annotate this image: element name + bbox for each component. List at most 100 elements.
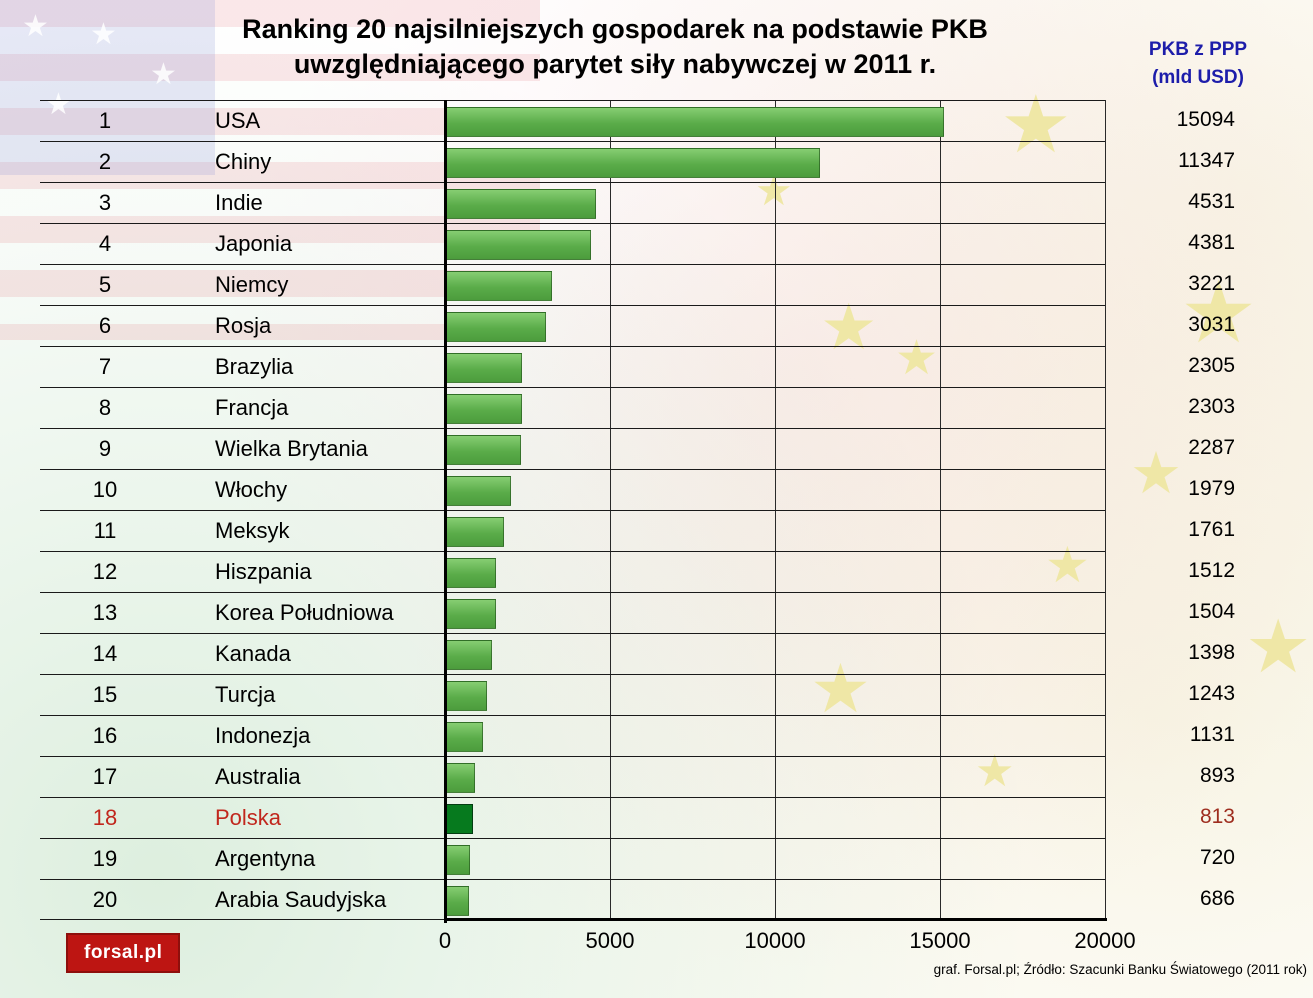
bar-cell [445, 838, 1105, 879]
bar-cell [445, 264, 1105, 305]
bar-cell [445, 182, 1105, 223]
x-tick-label: 15000 [909, 928, 971, 953]
rank-label: 3 [40, 182, 170, 223]
country-label: Hiszpania [170, 551, 445, 592]
value-label: 1512 [1188, 559, 1235, 582]
gdp-bar [445, 107, 945, 137]
table-row: 19 Argentyna 720 [40, 838, 1270, 879]
title-line-1: Ranking 20 najsilniejszych gospodarek na… [242, 14, 988, 44]
gdp-bar [445, 804, 473, 834]
value-label: 1504 [1188, 600, 1235, 623]
country-label: Polska [170, 797, 445, 838]
rank-label: 14 [40, 633, 170, 674]
table-row: 7 Brazylia 2305 [40, 346, 1270, 387]
value-label: 893 [1199, 764, 1235, 787]
x-tick-label: 20000 [1074, 928, 1136, 953]
bar-cell [445, 797, 1105, 838]
value-label: 686 [1199, 887, 1235, 910]
table-row: 3 Indie 4531 [40, 182, 1270, 223]
rank-label: 5 [40, 264, 170, 305]
bar-cell [445, 715, 1105, 756]
bar-cell [445, 305, 1105, 346]
bar-cell [445, 592, 1105, 633]
gdp-bar [445, 435, 522, 465]
table-row: 12 Hiszpania 1512 [40, 551, 1270, 592]
bar-cell [445, 633, 1105, 674]
bar-cell [445, 141, 1105, 182]
value-label: 2303 [1188, 395, 1235, 418]
country-label: Arabia Saudyjska [170, 879, 445, 920]
country-label: Włochy [170, 469, 445, 510]
rank-label: 1 [40, 100, 170, 141]
rank-label: 10 [40, 469, 170, 510]
value-label: 1243 [1188, 682, 1235, 705]
country-label: Francja [170, 387, 445, 428]
gdp-bar [445, 886, 469, 916]
table-row: 10 Włochy 1979 [40, 469, 1270, 510]
table-row: 14 Kanada 1398 [40, 633, 1270, 674]
table-row: 15 Turcja 1243 [40, 674, 1270, 715]
table-row: 4 Japonia 4381 [40, 223, 1270, 264]
country-label: Indonezja [170, 715, 445, 756]
gdp-bar [445, 312, 547, 342]
value-label: 15094 [1176, 108, 1235, 131]
x-tick-label: 5000 [585, 928, 635, 953]
table-row: 6 Rosja 3031 [40, 305, 1270, 346]
rank-label: 2 [40, 141, 170, 182]
rank-label: 15 [40, 674, 170, 715]
country-label: Kanada [170, 633, 445, 674]
value-axis-header: PKB z PPP (mld USD) [1108, 36, 1288, 91]
country-label: Argentyna [170, 838, 445, 879]
gdp-bar [445, 845, 470, 875]
bar-cell [445, 510, 1105, 551]
rank-label: 11 [40, 510, 170, 551]
title-line-2: uwzględniającego parytet siły nabywczej … [293, 49, 937, 80]
country-label: Indie [170, 182, 445, 223]
gdp-bar [445, 681, 488, 711]
table-row: 16 Indonezja 1131 [40, 715, 1270, 756]
value-label: 1398 [1188, 641, 1235, 664]
country-label: Australia [170, 756, 445, 797]
country-label: Chiny [170, 141, 445, 182]
forsal-logo[interactable]: forsal.pl [66, 933, 181, 973]
x-axis-ticks: 0 5000 10000 15000 20000 [40, 928, 1270, 960]
table-row: 11 Meksyk 1761 [40, 510, 1270, 551]
rank-label: 13 [40, 592, 170, 633]
rank-label: 8 [40, 387, 170, 428]
country-label: Meksyk [170, 510, 445, 551]
value-label: 2287 [1188, 436, 1235, 459]
gdp-bar [445, 558, 496, 588]
chart-rows: 1 USA 15094 2 Chiny 11347 3 Indie 4531 4 Japonia 43… [40, 100, 1270, 920]
value-label: 720 [1199, 846, 1235, 869]
table-row: 20 Arabia Saudyjska 686 [40, 879, 1270, 920]
bar-chart: 1 USA 15094 2 Chiny 11347 3 Indie 4531 4 Japonia 43… [40, 100, 1270, 923]
rank-label: 6 [40, 305, 170, 346]
bar-cell [445, 879, 1105, 920]
country-label: Korea Południowa [170, 592, 445, 633]
bar-cell [445, 100, 1105, 141]
rank-label: 7 [40, 346, 170, 387]
bar-cell [445, 674, 1105, 715]
country-label: Rosja [170, 305, 445, 346]
gdp-bar [445, 148, 821, 178]
y-axis-line [444, 100, 447, 923]
table-row: 13 Korea Południowa 1504 [40, 592, 1270, 633]
table-row: 2 Chiny 11347 [40, 141, 1270, 182]
x-axis-line [444, 918, 1107, 921]
rank-label: 16 [40, 715, 170, 756]
value-label: 2305 [1188, 354, 1235, 377]
bar-cell [445, 428, 1105, 469]
rank-label: 4 [40, 223, 170, 264]
bar-cell [445, 346, 1105, 387]
bar-cell [445, 223, 1105, 264]
table-row: 8 Francja 2303 [40, 387, 1270, 428]
gdp-bar [445, 517, 505, 547]
value-label: 1979 [1188, 477, 1235, 500]
chart-title: Ranking 20 najsilniejszych gospodarek na… [40, 12, 1190, 82]
gdp-bar [445, 599, 496, 629]
value-label: 813 [1199, 805, 1235, 828]
gdp-bar [445, 722, 484, 752]
bar-cell [445, 551, 1105, 592]
country-label: USA [170, 100, 445, 141]
